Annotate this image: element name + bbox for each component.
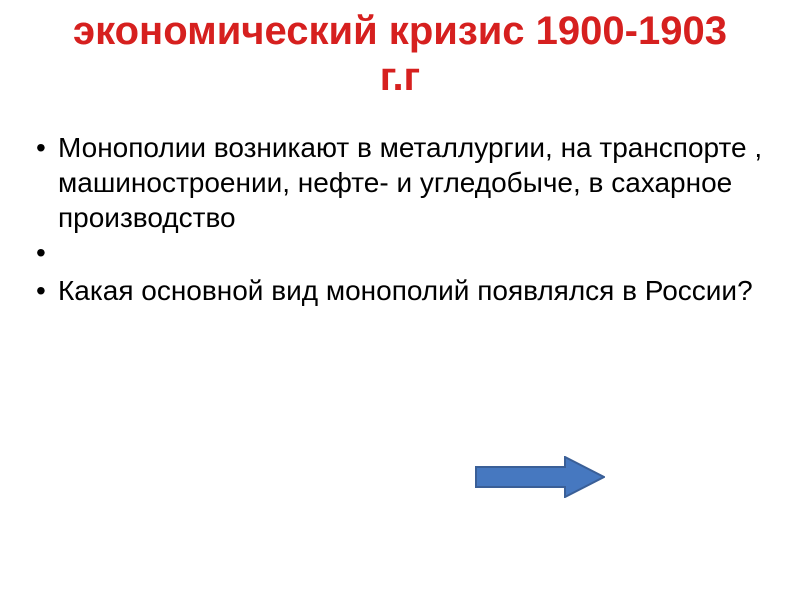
bullet-text: Монополии возникают в металлургии, на тр… [58, 132, 762, 233]
bullet-list: Монополии возникают в металлургии, на тр… [30, 130, 770, 308]
list-item: Какая основной вид монополий появлялся в… [30, 273, 770, 308]
slide-body: Монополии возникают в металлургии, на тр… [0, 100, 800, 308]
list-spacer [30, 235, 770, 273]
title-line-1: экономический кризис 1900-1903 [73, 9, 727, 53]
right-arrow-icon [475, 456, 605, 498]
list-item: Монополии возникают в металлургии, на тр… [30, 130, 770, 235]
slide-title: экономический кризис 1900-1903 г.г [0, 0, 800, 100]
arrow-shape [476, 457, 604, 497]
title-line-2: г.г [380, 55, 420, 99]
bullet-text: Какая основной вид монополий появлялся в… [58, 275, 753, 306]
